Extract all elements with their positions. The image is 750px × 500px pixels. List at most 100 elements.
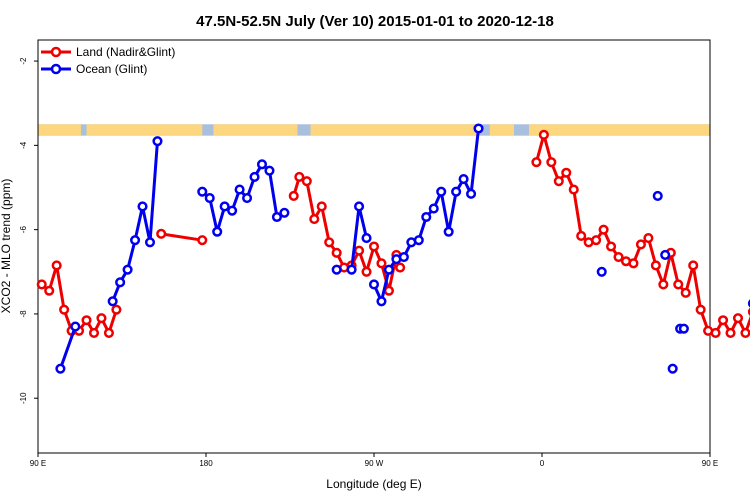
land-point [553, 176, 564, 187]
ocean-point [443, 226, 454, 237]
ocean-point [144, 237, 156, 248]
land-point [368, 241, 380, 252]
ocean-point [473, 123, 484, 134]
land-point [658, 279, 669, 290]
strip-land [86, 124, 203, 136]
x-tick-label: 90 W [365, 459, 384, 468]
land-point [361, 266, 372, 277]
land-point [606, 241, 617, 252]
ocean-point [667, 363, 678, 374]
land-point [598, 224, 609, 235]
land-point [156, 228, 167, 239]
ocean-point [354, 201, 365, 212]
ocean-point [436, 186, 447, 197]
land-point [288, 190, 299, 201]
land-point [635, 239, 646, 250]
strip-land [528, 124, 710, 136]
land-point [316, 201, 327, 212]
land-point [695, 304, 706, 315]
y-axis-ticks: -2 -4 -6 -8 -10 [19, 57, 38, 404]
ocean-point [368, 279, 380, 290]
ocean-point [660, 249, 671, 260]
ocean-point [212, 226, 223, 237]
ocean-point [130, 235, 141, 246]
ocean-point [428, 203, 439, 214]
y-tick-label: -10 [19, 392, 28, 404]
chart-title: 47.5N-52.5N July (Ver 10) 2015-01-01 to … [196, 13, 554, 30]
x-tick-label: 90 E [702, 459, 718, 468]
legend-marker-land [50, 46, 62, 58]
ocean-point [458, 174, 469, 185]
land-line [160, 232, 203, 242]
x-tick-label: 90 E [30, 459, 46, 468]
legend-label-ocean: Ocean (Glint) [76, 62, 147, 76]
land-point [36, 279, 47, 290]
ocean-point [331, 264, 342, 275]
ocean-point [227, 205, 238, 216]
land-point [561, 167, 572, 178]
land-point [197, 235, 208, 246]
series-ocean [55, 123, 750, 374]
ocean-point [197, 186, 208, 197]
y-axis-label: XCO2 - MLO trend (ppm) [0, 179, 13, 314]
ocean-point [466, 188, 477, 199]
land-point [650, 260, 661, 271]
land-point [688, 260, 699, 271]
land-point [309, 214, 320, 225]
ocean-point [451, 186, 462, 197]
ocean-point [249, 171, 260, 183]
land-point [538, 129, 549, 140]
legend-marker-ocean [50, 63, 62, 75]
y-tick-label: -2 [19, 57, 28, 65]
ocean-point [70, 321, 81, 332]
ocean-point [137, 201, 148, 212]
ocean-line [58, 326, 77, 370]
y-tick-label: -4 [19, 141, 28, 149]
land-point [546, 157, 557, 168]
land-point [103, 327, 114, 338]
land-point [740, 327, 750, 338]
land-line [40, 263, 118, 335]
land-point [613, 251, 624, 263]
ocean-line [111, 141, 159, 302]
land-point [710, 327, 721, 338]
land-point [643, 233, 654, 244]
land-ocean-strip [38, 124, 710, 136]
strip-land [489, 124, 514, 136]
land-line [534, 133, 750, 335]
ocean-point [256, 159, 268, 170]
ocean-point [242, 192, 253, 204]
land-point [51, 260, 62, 271]
land-point [81, 315, 92, 326]
land-point [531, 157, 542, 168]
ocean-point [107, 296, 118, 307]
land-point [591, 235, 602, 246]
land-point [331, 247, 342, 258]
y-tick-label: -8 [19, 310, 28, 318]
ocean-point [398, 251, 409, 263]
strip-land [310, 124, 477, 136]
land-point [576, 230, 587, 242]
land-point [301, 176, 312, 187]
ocean-point [346, 264, 357, 275]
land-point [294, 171, 305, 183]
land-point [354, 245, 365, 256]
land-point [88, 327, 100, 338]
ocean-point [596, 266, 607, 277]
land-point [395, 262, 406, 273]
land-point [44, 285, 55, 296]
series-land [36, 129, 750, 338]
x-tick-label: 0 [540, 459, 545, 468]
legend: Land (Nadir&Glint) Ocean (Glint) [41, 45, 175, 76]
y-tick-label: -6 [19, 226, 28, 234]
land-point [96, 313, 107, 324]
ocean-point [421, 211, 432, 223]
ocean-point [204, 192, 215, 204]
strip-land [213, 124, 298, 136]
ocean-line [201, 162, 286, 234]
land-point [680, 287, 691, 298]
ocean-point [376, 296, 387, 307]
ocean-point [413, 235, 424, 246]
ocean-point [122, 264, 133, 275]
